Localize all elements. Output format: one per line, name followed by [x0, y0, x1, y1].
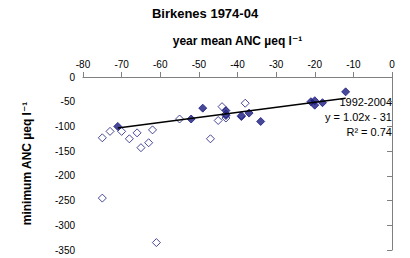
svg-text:-50: -50: [192, 59, 207, 70]
svg-text:-300: -300: [55, 220, 75, 231]
svg-text:-200: -200: [55, 170, 75, 181]
svg-text:-70: -70: [114, 59, 129, 70]
svg-text:-350: -350: [55, 245, 75, 256]
svg-text:y = 1.02x - 31: y = 1.02x - 31: [325, 111, 392, 123]
svg-text:-40: -40: [230, 59, 245, 70]
svg-text:-100: -100: [55, 121, 75, 132]
svg-text:-30: -30: [269, 59, 284, 70]
svg-text:minimum ANC µeq l⁻¹: minimum ANC µeq l⁻¹: [20, 102, 34, 225]
svg-text:-250: -250: [55, 195, 75, 206]
svg-text:year mean ANC µeq l⁻¹: year mean ANC µeq l⁻¹: [173, 34, 303, 48]
svg-text:-20: -20: [308, 59, 323, 70]
svg-text:-150: -150: [55, 146, 75, 157]
svg-text:-10: -10: [346, 59, 361, 70]
svg-text:0: 0: [69, 72, 75, 83]
svg-text:-50: -50: [61, 96, 76, 107]
svg-text:1992-2004: 1992-2004: [339, 96, 392, 108]
svg-text:-60: -60: [153, 59, 168, 70]
svg-text:-80: -80: [76, 59, 91, 70]
svg-text:R² = 0.74: R² = 0.74: [346, 126, 392, 138]
svg-text:0: 0: [389, 59, 395, 70]
svg-text:Birkenes 1974-04: Birkenes 1974-04: [152, 6, 259, 21]
